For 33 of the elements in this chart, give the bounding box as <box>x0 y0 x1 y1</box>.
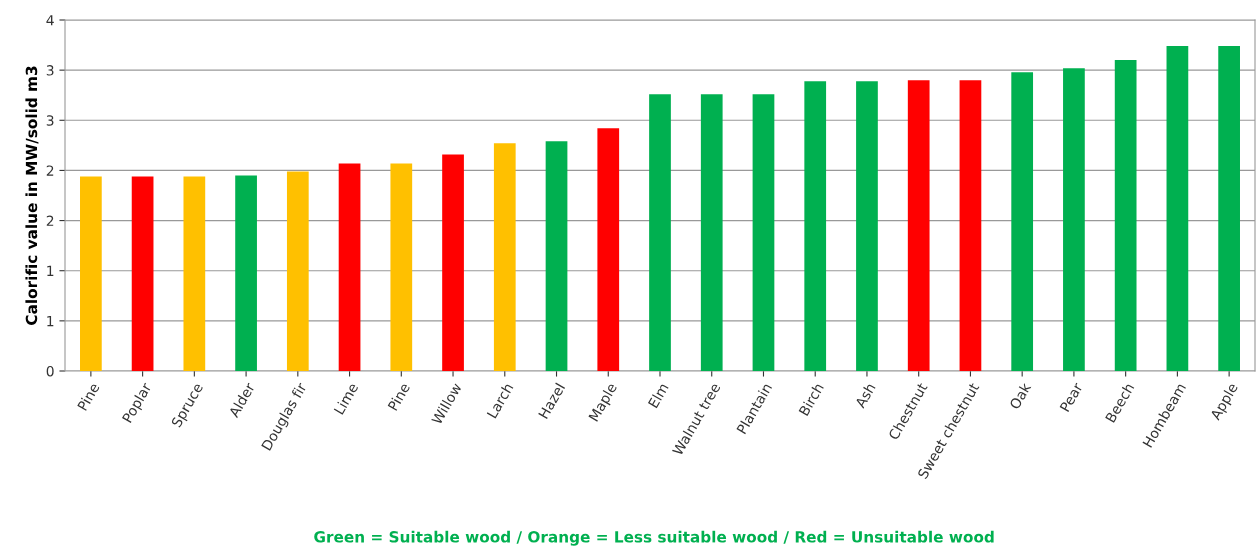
y-axis-title: Calorific value in MW/solid m3 <box>25 66 39 325</box>
y-tick-label: 3 <box>46 65 54 76</box>
y-tick-label: 4 <box>46 15 54 26</box>
bar <box>1166 46 1189 371</box>
bar <box>80 176 102 371</box>
bar <box>1218 46 1240 371</box>
bar <box>752 94 775 371</box>
bar <box>183 176 206 371</box>
y-tick-label: 3 <box>46 115 54 126</box>
bar <box>390 163 413 371</box>
y-tick-label: 2 <box>46 215 54 226</box>
bar <box>856 81 878 371</box>
bar <box>700 94 723 371</box>
bar <box>597 128 620 371</box>
bar <box>804 81 827 371</box>
bar <box>959 80 982 371</box>
bar <box>1063 68 1085 371</box>
bar <box>907 80 930 371</box>
y-tick-label: 1 <box>47 265 54 276</box>
y-tick-label: 2 <box>46 165 54 176</box>
bar <box>338 163 361 371</box>
bar <box>1114 60 1137 371</box>
bar <box>286 171 309 371</box>
bar <box>545 141 568 371</box>
text: Green = Suitable wood / Orange = Less suitable wood / Red = Unsuitable wood <box>314 530 994 546</box>
bar <box>1011 72 1034 371</box>
bar <box>442 154 464 371</box>
y-tick-label: 0 <box>46 365 54 377</box>
y-tick-label: 1 <box>47 316 54 327</box>
bar <box>493 143 516 371</box>
bar <box>131 176 154 371</box>
bar <box>649 94 671 371</box>
bar <box>235 175 257 371</box>
